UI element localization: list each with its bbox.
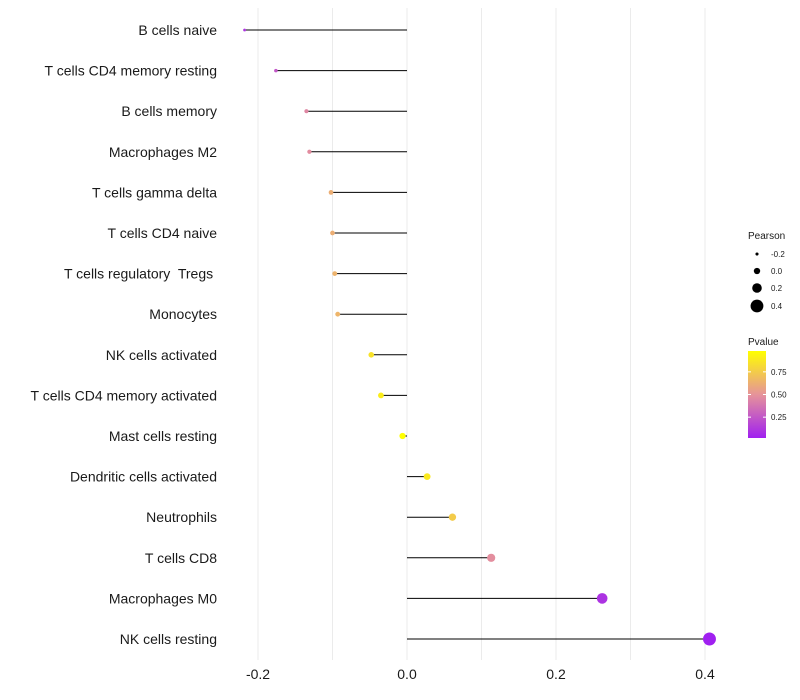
pvalue-color-legend: Pvalue 0.75 0.50 0.25 <box>748 337 787 438</box>
category-label-monocytes: Monocytes <box>149 306 217 322</box>
category-label-t-cells-cd4-memory-resting: T cells CD4 memory resting <box>45 63 217 79</box>
category-label-b-cells-memory: B cells memory <box>121 103 217 119</box>
category-label-mast-cells-resting: Mast cells resting <box>109 428 217 444</box>
pearson-legend-label-2: 0.2 <box>771 284 783 293</box>
category-label-macrophages-m2: Macrophages M2 <box>109 144 217 160</box>
point-nk-cells-resting <box>703 632 716 646</box>
pvalue-legend-label-2: 0.25 <box>771 413 787 422</box>
category-label-t-cells-cd8: T cells CD8 <box>145 550 217 566</box>
x-tick-labels: -0.2 0.0 0.2 0.4 <box>246 666 715 682</box>
pearson-legend-dot-2 <box>752 283 762 293</box>
x-tick-label-0: -0.2 <box>246 666 270 682</box>
pearson-legend-title: Pearson <box>748 231 785 242</box>
grid-lines <box>257 8 706 660</box>
pearson-size-legend: Pearson -0.2 0.0 0.2 0.4 <box>748 231 785 313</box>
category-label-nk-cells-activated: NK cells activated <box>106 347 217 363</box>
point-t-cells-cd8 <box>487 553 496 562</box>
point-mast-cells-resting <box>399 432 406 440</box>
point-macrophages-m2 <box>307 149 312 154</box>
point-nk-cells-activated <box>368 352 375 358</box>
pearson-legend-dot-3 <box>750 299 764 313</box>
category-label-macrophages-m0: Macrophages M0 <box>109 590 217 606</box>
pearson-legend-dot-1 <box>753 267 761 275</box>
category-label-t-cells-regulatory-tregs: T cells regulatory Tregs <box>64 266 217 282</box>
point-t-cells-cd4-memory-resting <box>274 68 278 73</box>
pvalue-legend-title: Pvalue <box>748 337 779 348</box>
pearson-legend-label-1: 0.0 <box>771 267 783 276</box>
point-monocytes <box>335 311 341 317</box>
pvalue-colorbar <box>748 351 766 438</box>
point-macrophages-m0 <box>596 593 608 604</box>
point-t-cells-gamma-delta <box>328 190 334 195</box>
point-t-cells-cd4-memory-activated <box>378 392 384 399</box>
x-tick-label-3: 0.4 <box>695 666 715 682</box>
category-label-neutrophils: Neutrophils <box>146 509 217 525</box>
point-t-cells-regulatory-tregs <box>332 271 338 276</box>
pearson-legend-label-3: 0.4 <box>771 302 783 311</box>
category-label-dendritic-cells-activated: Dendritic cells activated <box>70 469 217 485</box>
category-label-t-cells-cd4-naive: T cells CD4 naive <box>108 225 218 241</box>
point-neutrophils <box>448 513 457 521</box>
point-dendritic-cells-activated <box>423 473 431 480</box>
point-b-cells-naive <box>243 28 247 32</box>
category-label-b-cells-naive: B cells naive <box>138 22 217 38</box>
point-t-cells-cd4-naive <box>330 230 335 236</box>
lollipop-points <box>243 28 716 646</box>
pearson-legend-label-0: -0.2 <box>771 250 785 259</box>
pvalue-legend-label-1: 0.50 <box>771 391 787 400</box>
category-labels: B cells naive T cells CD4 memory resting B… <box>31 22 218 647</box>
pearson-legend-dot-0 <box>755 252 759 256</box>
x-tick-label-1: 0.0 <box>397 666 417 682</box>
category-label-t-cells-gamma-delta: T cells gamma delta <box>92 184 217 200</box>
pvalue-legend-label-0: 0.75 <box>771 368 787 377</box>
category-label-t-cells-cd4-memory-activated: T cells CD4 memory activated <box>31 387 217 403</box>
category-label-nk-cells-resting: NK cells resting <box>120 631 217 647</box>
x-tick-label-2: 0.2 <box>546 666 566 682</box>
lollipop-stems <box>244 29 710 640</box>
point-b-cells-memory <box>304 109 309 114</box>
